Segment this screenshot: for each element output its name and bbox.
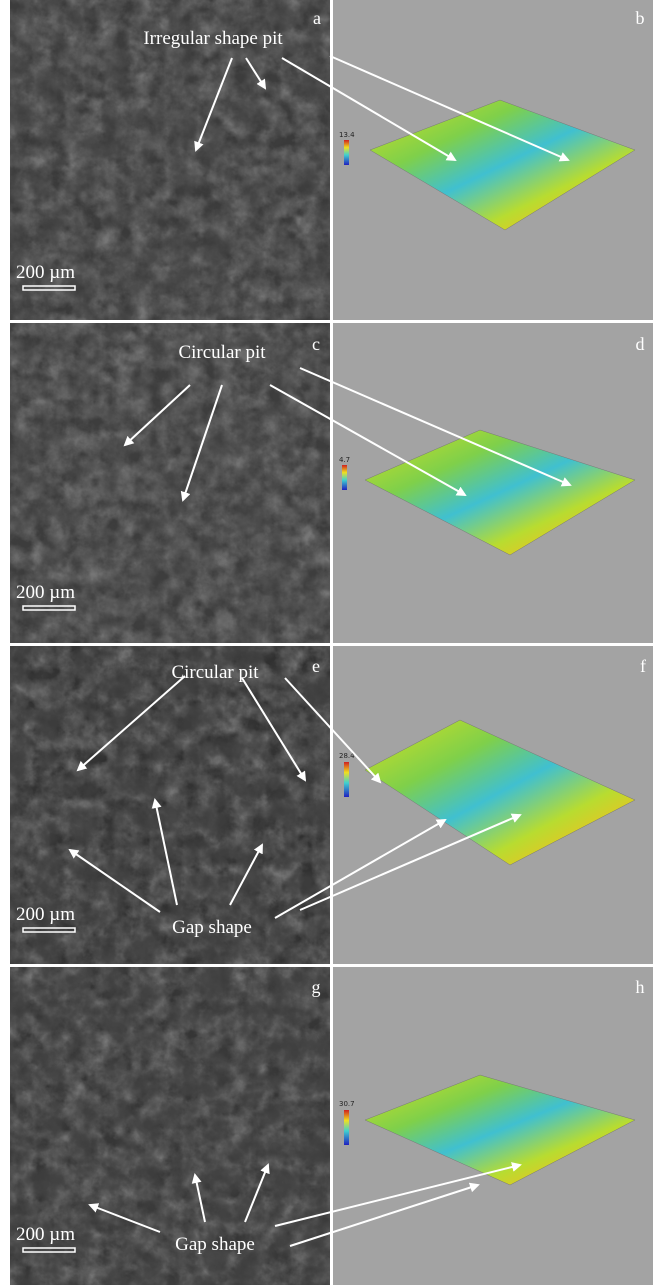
micrographs [10, 0, 330, 1285]
colorbar [344, 1110, 349, 1145]
colorbar [344, 762, 349, 797]
z-max: 30.7 [339, 1100, 355, 1108]
panel-label: d [636, 334, 645, 354]
scale-label: 200 µm [16, 1224, 75, 1245]
z-max: 13.4 [339, 131, 355, 139]
panel-label: f [640, 656, 646, 676]
scale-label: 200 µm [16, 262, 75, 283]
panel-label: h [636, 977, 645, 997]
colorbar [342, 465, 347, 490]
annotation: Circular pit [171, 662, 259, 683]
annotation: Gap shape [175, 1234, 255, 1255]
surface-plots: 13.4 4.7 28.4 30.7 [333, 0, 653, 1285]
z-max: 4.7 [339, 456, 350, 464]
panel-label: e [312, 656, 320, 676]
panel-label: c [312, 334, 320, 354]
colorbar [344, 140, 349, 165]
scale-label: 200 µm [16, 582, 75, 603]
scale-label: 200 µm [16, 904, 75, 925]
figure: 13.4 4.7 28.4 30.7 a b c d e f g h Irreg… [0, 0, 660, 1285]
panel-label: g [312, 977, 321, 997]
panel-label: a [313, 8, 321, 28]
annotation: Circular pit [178, 342, 266, 363]
annotation: Irregular shape pit [143, 28, 283, 49]
annotation: Gap shape [172, 917, 252, 938]
panel-label: b [636, 8, 645, 28]
